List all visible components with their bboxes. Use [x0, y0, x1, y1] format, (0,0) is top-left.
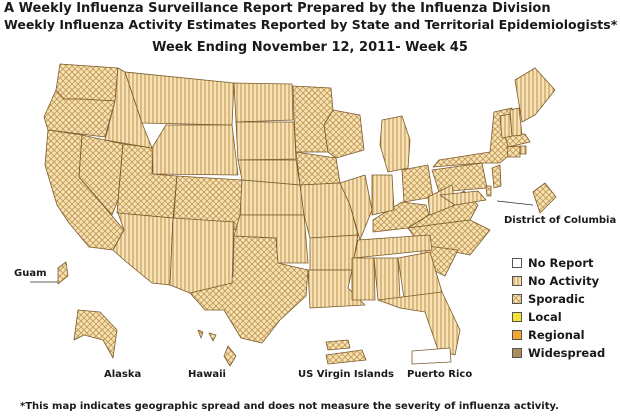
state-indiana [371, 174, 395, 216]
swatch-no-activity [512, 276, 522, 286]
report-title: A Weekly Influenza Surveillance Report P… [4, 1, 551, 16]
state-tennessee [353, 234, 433, 259]
legend-label: Sporadic [528, 292, 585, 306]
state-delaware [485, 185, 492, 197]
state-montana [124, 71, 235, 126]
state-north-dakota [233, 82, 294, 123]
state-south-dakota [235, 121, 297, 161]
state-florida [377, 291, 461, 356]
legend-item-local: Local [512, 308, 605, 326]
state-kansas [239, 179, 305, 216]
legend-item-no-report: No Report [512, 254, 605, 272]
state-connecticut [506, 145, 521, 158]
state-maine [514, 67, 556, 123]
label-puerto-rico: Puerto Rico [407, 369, 473, 380]
legend-item-regional: Regional [512, 326, 605, 344]
swatch-no-report [512, 258, 522, 268]
legend-label: Regional [528, 328, 585, 342]
legend-label: Local [528, 310, 562, 324]
state-dc [532, 182, 557, 214]
territory-puerto-rico [411, 347, 452, 365]
label-dc: District of Columbia [504, 215, 617, 226]
state-iowa [295, 151, 341, 186]
state-arizona [112, 212, 174, 286]
legend-item-sporadic: Sporadic [512, 290, 605, 308]
state-arkansas [309, 234, 359, 271]
state-new-jersey [491, 164, 502, 189]
swatch-sporadic [512, 294, 522, 304]
state-illinois [339, 174, 373, 241]
swatch-regional [512, 330, 522, 340]
label-hawaii: Hawaii [188, 369, 226, 380]
state-rhode-island [519, 145, 527, 155]
swatch-widespread [512, 348, 522, 358]
state-alabama [373, 257, 401, 301]
label-alaska: Alaska [104, 369, 142, 380]
state-wyoming [151, 124, 239, 176]
territory-usvi [325, 339, 367, 365]
legend-label: No Activity [528, 274, 600, 288]
territory-guam [57, 261, 69, 285]
territory-hawaii [197, 329, 237, 367]
state-wisconsin [323, 109, 365, 159]
label-usvi: US Virgin Islands [298, 369, 394, 380]
map-legend: No Report No Activity Sporadic Local Reg… [512, 254, 605, 362]
state-new-mexico [169, 217, 235, 294]
swatch-local [512, 312, 522, 322]
territory-alaska [73, 309, 118, 359]
state-washington [55, 63, 119, 102]
state-new-hampshire [509, 107, 523, 137]
state-nevada [78, 134, 124, 216]
report-subtitle: Weekly Influenza Activity Estimates Repo… [4, 17, 618, 32]
label-guam: Guam [14, 268, 47, 279]
state-maryland [439, 190, 487, 206]
week-title: Week Ending November 12, 2011- Week 45 [152, 40, 468, 55]
legend-label: No Report [528, 256, 594, 270]
state-pennsylvania [431, 162, 488, 193]
legend-item-widespread: Widespread [512, 344, 605, 362]
legend-item-no-activity: No Activity [512, 272, 605, 290]
state-mississippi [351, 257, 376, 301]
legend-label: Widespread [528, 346, 606, 360]
state-michigan [379, 115, 411, 173]
footnote: *This map indicates geographic spread an… [20, 401, 559, 412]
